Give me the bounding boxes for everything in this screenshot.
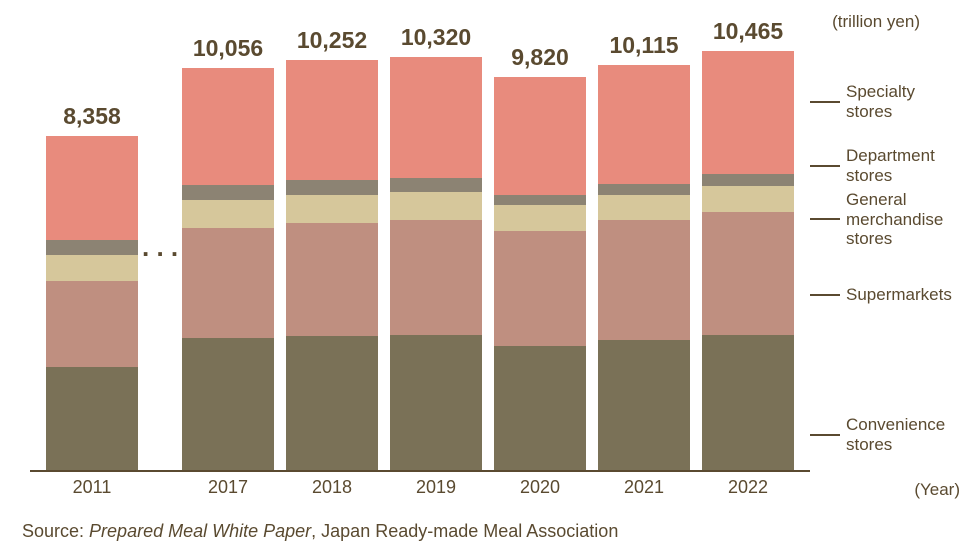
segment-convenience xyxy=(598,340,690,470)
bar-total-label: 9,820 xyxy=(494,44,586,71)
source-prefix: Source: xyxy=(22,521,89,541)
x-tick-label: 2020 xyxy=(494,477,586,498)
segment-supermarkets xyxy=(286,223,378,336)
source-suffix: , Japan Ready-made Meal Association xyxy=(311,521,618,541)
x-tick-label: 2022 xyxy=(702,477,794,498)
legend-item-department: Departmentstores xyxy=(810,146,935,185)
segment-specialty xyxy=(46,136,138,241)
legend-tick xyxy=(810,101,840,103)
bar-total-label: 10,056 xyxy=(182,35,274,62)
x-tick-label: 2019 xyxy=(390,477,482,498)
legend-item-convenience: Conveniencestores xyxy=(810,415,945,454)
segment-specialty xyxy=(390,57,482,178)
legend-label: Generalmerchandisestores xyxy=(846,190,943,249)
bar-2019: 10,3202019 xyxy=(390,57,482,470)
segment-department xyxy=(286,180,378,194)
bar-total-label: 10,252 xyxy=(286,27,378,54)
segment-specialty xyxy=(494,77,586,195)
source-citation: Source: Prepared Meal White Paper, Japan… xyxy=(22,521,618,542)
segment-general_merch xyxy=(598,195,690,221)
segment-general_merch xyxy=(46,255,138,281)
legend-label: Conveniencestores xyxy=(846,415,945,454)
segment-specialty xyxy=(182,68,274,185)
segment-department xyxy=(46,240,138,254)
segment-general_merch xyxy=(390,192,482,220)
y-axis-unit: (trillion yen) xyxy=(832,12,920,32)
bar-total-label: 8,358 xyxy=(46,103,138,130)
segment-convenience xyxy=(286,336,378,470)
bar-total-label: 10,465 xyxy=(702,18,794,45)
segment-department xyxy=(182,185,274,199)
segment-department xyxy=(702,174,794,185)
ellipsis: . . . xyxy=(142,232,178,263)
x-tick-label: 2021 xyxy=(598,477,690,498)
plot-region: 8,3582011. . .10,056201710,252201810,320… xyxy=(30,32,810,472)
segment-convenience xyxy=(494,346,586,470)
x-tick-label: 2018 xyxy=(286,477,378,498)
segment-general_merch xyxy=(494,205,586,231)
segment-specialty xyxy=(702,51,794,174)
legend-label: Supermarkets xyxy=(846,285,952,305)
segment-supermarkets xyxy=(702,212,794,335)
bar-2022: 10,4652022 xyxy=(702,51,794,470)
bar-2011: 8,3582011 xyxy=(46,136,138,470)
segment-supermarkets xyxy=(182,228,274,338)
x-tick-label: 2011 xyxy=(46,477,138,498)
legend-item-general_merch: Generalmerchandisestores xyxy=(810,190,943,249)
segment-specialty xyxy=(598,65,690,184)
segment-convenience xyxy=(182,338,274,470)
segment-general_merch xyxy=(702,186,794,212)
legend-label: Departmentstores xyxy=(846,146,935,185)
source-title: Prepared Meal White Paper xyxy=(89,521,311,541)
legend: Specialtystores Departmentstores Generalme… xyxy=(810,60,970,482)
segment-convenience xyxy=(46,367,138,470)
bar-total-label: 10,115 xyxy=(598,32,690,59)
bar-2017: 10,0562017 xyxy=(182,68,274,470)
segment-supermarkets xyxy=(46,281,138,367)
bar-2018: 10,2522018 xyxy=(286,60,378,470)
bar-total-label: 10,320 xyxy=(390,24,482,51)
segment-department xyxy=(390,178,482,192)
segment-supermarkets xyxy=(494,231,586,346)
bar-2020: 9,8202020 xyxy=(494,77,586,470)
legend-tick xyxy=(810,294,840,296)
legend-item-supermarkets: Supermarkets xyxy=(810,285,952,305)
segment-convenience xyxy=(702,335,794,470)
segment-department xyxy=(494,195,586,205)
segment-department xyxy=(598,184,690,194)
segment-supermarkets xyxy=(598,220,690,339)
segment-convenience xyxy=(390,335,482,470)
legend-tick xyxy=(810,434,840,436)
legend-tick xyxy=(810,165,840,167)
bar-2021: 10,1152021 xyxy=(598,65,690,470)
legend-item-specialty: Specialtystores xyxy=(810,82,915,121)
chart-area: 8,3582011. . .10,056201710,252201810,320… xyxy=(30,10,810,500)
x-axis-title: (Year) xyxy=(914,480,960,500)
segment-specialty xyxy=(286,60,378,180)
segment-general_merch xyxy=(182,200,274,228)
x-tick-label: 2017 xyxy=(182,477,274,498)
legend-tick xyxy=(810,218,840,220)
segment-general_merch xyxy=(286,195,378,223)
legend-label: Specialtystores xyxy=(846,82,915,121)
segment-supermarkets xyxy=(390,220,482,335)
